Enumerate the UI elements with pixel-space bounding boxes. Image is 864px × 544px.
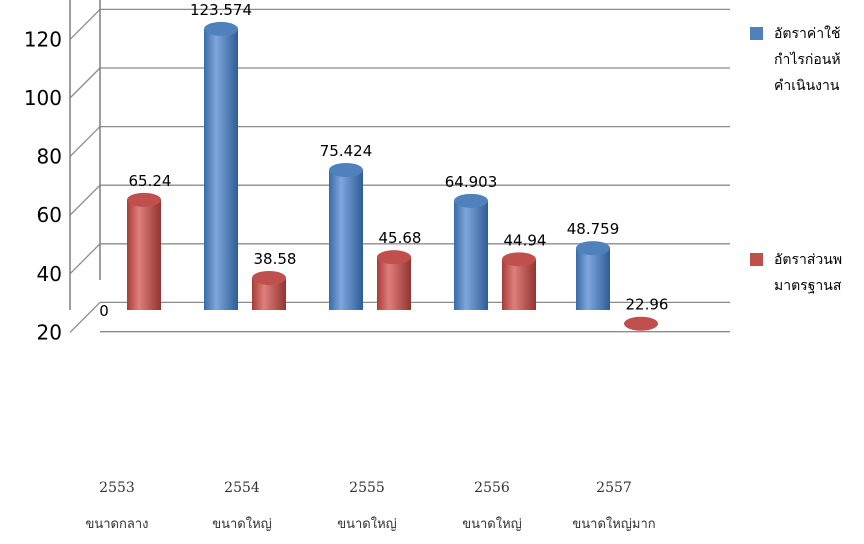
legend: อัตราค่าใช้กำไรก่อนห้คำเนินงานอัตราส่วนพ… [750,25,842,294]
data-label: 65.24 [129,172,172,190]
y-tick-label: 80 [37,145,62,169]
x-tick-label-year: 2554 [224,480,260,496]
bar-top [502,252,536,267]
legend-label: มาตรฐานส [774,278,842,294]
x-tick-label-year: 2553 [99,480,135,496]
x-tick-label-year: 2555 [349,480,385,496]
gridline-side [69,67,101,99]
data-label: 123.574 [190,1,252,19]
bar-top [576,241,610,256]
gridline-side [69,301,101,333]
bar [377,257,411,310]
data-label: 0 [99,302,109,320]
legend-swatch [750,27,763,40]
bar-top [624,316,658,331]
bar [454,200,488,310]
x-tick-label-size: ขนาดใหญ่ [462,516,522,532]
legend-label: คำเนินงาน [774,78,840,94]
gridline-side [69,184,101,216]
x-tick-label-year: 2556 [474,480,510,496]
y-tick-label: 40 [37,262,62,286]
x-tick-label-size: ขนาดกลาง [85,517,148,532]
y-tick-label: 120 [24,27,62,51]
bars [127,21,658,331]
data-label: 22.96 [626,296,669,314]
x-tick-label-year: 2557 [596,480,632,496]
bar-top [329,163,363,178]
legend-label: อัตราส่วนพ [774,252,842,268]
data-labels: 0 123.574 75.424 64.903 48.759 65.24 38.58 45.6… [99,1,668,320]
x-tick-label-size: ขนาดใหญ่ [337,516,397,532]
y-tick-label: 60 [37,203,62,227]
x-tick-label-size: ขนาดใหญ่ [212,516,272,532]
gridline-side [69,8,101,40]
bar [329,170,363,310]
data-label: 48.759 [567,220,620,238]
gridline-side [69,243,101,275]
bar-top [204,21,238,36]
bar-top [377,250,411,265]
bar [127,199,161,310]
bar [204,28,238,310]
bar [576,248,610,310]
chart-walls [69,0,101,310]
legend-label: อัตราค่าใช้ [774,25,840,42]
bar-top [252,270,286,285]
legend-swatch [750,253,763,266]
x-axis-categories: 2553 ขนาดกลาง 2554 ขนาดใหญ่ 2555 ขนาดใหญ่ 2556… [85,480,655,532]
bar [502,259,536,310]
y-tick-label: 20 [37,320,62,344]
bar-top [454,193,488,208]
x-tick-label-size: ขนาดใหญ่มาก [572,516,655,532]
y-axis-ticks: 20406080100120140 [24,27,62,344]
data-label: 38.58 [254,250,297,268]
data-label: 64.903 [445,173,498,191]
data-label: 45.68 [379,229,422,247]
gridline-side [69,126,101,158]
data-label: 75.424 [320,142,373,160]
legend-label: กำไรก่อนห้ [774,51,841,68]
bar-top [127,192,161,207]
data-label: 44.94 [504,231,547,249]
y-tick-label: 100 [24,86,62,110]
